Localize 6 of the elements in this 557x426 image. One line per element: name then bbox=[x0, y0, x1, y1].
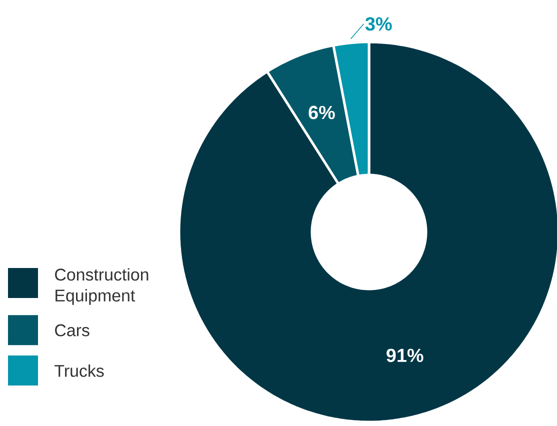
legend-label: Construction Equipment bbox=[55, 268, 148, 305]
legend-label: Cars bbox=[55, 324, 90, 336]
data-label: 6% bbox=[308, 106, 335, 120]
data-label: 3% bbox=[365, 17, 392, 31]
data-label: 91% bbox=[386, 348, 424, 362]
legend-label: Trucks bbox=[54, 364, 104, 377]
